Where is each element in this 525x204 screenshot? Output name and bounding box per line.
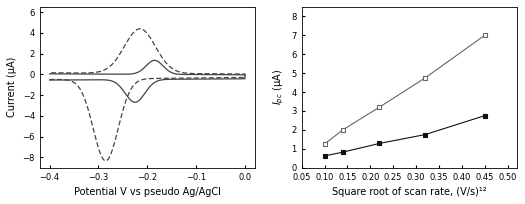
Point [480, 34, 489, 37]
Point [375, 142, 384, 145]
Point [421, 133, 429, 136]
Point [339, 128, 347, 131]
X-axis label: Potential V vs pseudo Ag/AgCl: Potential V vs pseudo Ag/AgCl [74, 187, 220, 197]
Point [421, 76, 429, 80]
Point [339, 151, 347, 154]
Point [320, 154, 329, 157]
Y-axis label: Current (μA): Current (μA) [7, 57, 17, 118]
Point [480, 114, 489, 117]
Y-axis label: $I_{pc}$ (μA): $I_{pc}$ (μA) [271, 69, 286, 105]
Point [375, 105, 384, 109]
X-axis label: Square root of scan rate, (V/s)¹²: Square root of scan rate, (V/s)¹² [332, 187, 487, 197]
Point [320, 142, 329, 146]
